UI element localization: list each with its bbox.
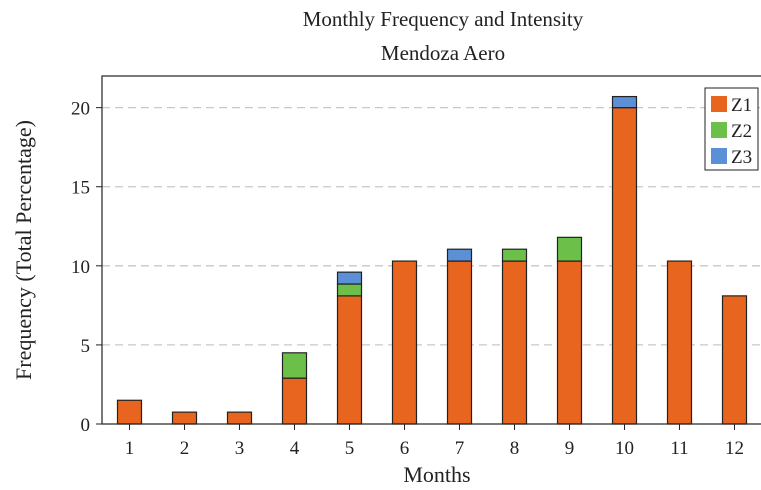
x-axis-label: Months [403,462,470,487]
grid [102,106,761,346]
y-ticks: 0 5 10 15 20 [71,99,102,436]
x-tick-label: 7 [455,438,465,459]
plot-frame [101,75,761,425]
legend-label-z1: Z1 [731,95,752,116]
legend-label-z2: Z2 [731,121,752,142]
legend-label-z3: Z3 [731,147,752,168]
x-ticks: 1 2 3 4 5 6 7 8 9 10 11 12 [125,424,744,459]
bar-segment-z1-month-11 [666,260,693,425]
x-tick-label: 12 [725,438,744,459]
bar-segment-z1-month-8 [501,260,528,425]
legend-swatch-z3 [711,148,727,164]
legend-swatch-z1 [711,96,727,112]
bars [116,95,748,425]
x-tick-label: 3 [235,438,245,459]
x-tick-label: 5 [345,438,355,459]
bar-segment-z1-month-5 [336,295,363,425]
bar-segment-z2-month-9 [556,236,583,262]
y-tick-label: 5 [81,336,91,357]
bar-segment-z1-month-9 [556,260,583,425]
x-tick-label: 11 [670,438,688,459]
bar-segment-z3-month-7 [446,248,473,262]
chart-title: Monthly Frequency and Intensity [303,7,584,31]
bar-segment-z3-month-5 [336,271,363,285]
y-axis-label: Frequency (Total Percentage) [11,120,36,380]
x-tick-label: 10 [615,438,634,459]
bar-segment-z2-month-5 [336,283,363,297]
x-tick-label: 9 [565,438,575,459]
bar-segment-z3-month-10 [611,95,638,109]
chart-subtitle: Mendoza Aero [381,41,505,65]
bar-segment-z2-month-8 [501,248,528,262]
y-tick-label: 20 [71,99,90,120]
bar-segment-z1-month-6 [391,260,418,425]
x-tick-label: 4 [290,438,300,459]
bar-segment-z1-month-12 [721,295,748,425]
legend: Z1 Z2 Z3 [704,87,759,171]
bar-segment-z1-month-1 [116,399,143,425]
legend-swatch-z2 [711,122,727,138]
y-tick-label: 15 [71,178,90,199]
x-tick-label: 6 [400,438,410,459]
y-tick-label: 10 [71,257,90,278]
bar-segment-z1-month-4 [281,377,308,425]
bar-segment-z2-month-4 [281,352,308,379]
bar-segment-z1-month-10 [611,107,638,425]
bar-segment-z1-month-2 [171,411,198,425]
bar-segment-z1-month-7 [446,260,473,425]
x-tick-label: 1 [125,438,135,459]
x-tick-label: 2 [180,438,190,459]
y-tick-label: 0 [81,415,91,436]
bar-segment-z1-month-3 [226,411,253,425]
x-tick-label: 8 [510,438,520,459]
